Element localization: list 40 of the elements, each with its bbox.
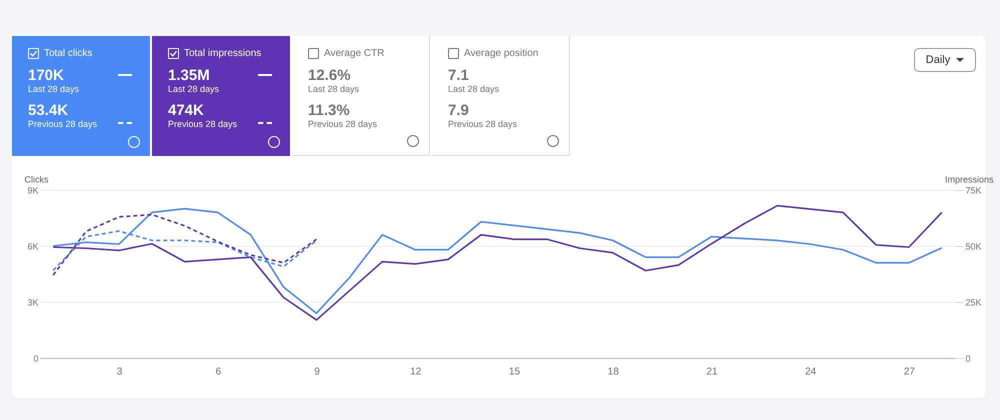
y-tick-label: 9K bbox=[27, 186, 38, 196]
y2-axis-title: Impressions bbox=[944, 174, 994, 184]
text: Previous 28 days bbox=[28, 119, 98, 129]
text: Average CTR bbox=[324, 48, 384, 59]
y-tick-label: 0 bbox=[33, 354, 38, 364]
x-tick-label: 21 bbox=[706, 366, 718, 378]
x-tick-label: 6 bbox=[215, 366, 222, 378]
text: Total impressions bbox=[184, 48, 262, 59]
x-tick-label: 27 bbox=[904, 366, 916, 378]
text: Average position bbox=[464, 48, 538, 59]
x-tick-label: 3 bbox=[116, 366, 123, 378]
text: Previous 28 days bbox=[168, 119, 238, 129]
y-axis-title: Clicks bbox=[24, 174, 49, 184]
y-tick-label: 6K bbox=[27, 242, 38, 252]
y2-tick-label: 50K bbox=[966, 242, 982, 252]
text: Total clicks bbox=[44, 48, 92, 59]
x-tick-label: 15 bbox=[508, 366, 520, 378]
x-tick-label: 18 bbox=[608, 366, 620, 378]
y-tick-label: 3K bbox=[27, 298, 38, 308]
text: Last 28 days bbox=[448, 84, 500, 94]
text: 53.4K bbox=[28, 102, 70, 119]
y2-tick-label: 25K bbox=[966, 298, 982, 308]
text: 1.35M bbox=[168, 67, 211, 84]
text: Daily bbox=[926, 54, 950, 66]
text: 474K bbox=[168, 102, 205, 119]
text: 11.3% bbox=[308, 102, 351, 119]
text: 7.1 bbox=[448, 67, 470, 84]
x-tick-label: 9 bbox=[314, 366, 320, 378]
y2-tick-label: 0 bbox=[966, 354, 971, 364]
text: 170K bbox=[28, 67, 65, 84]
text: Last 28 days bbox=[168, 84, 220, 94]
text: 12.6% bbox=[308, 67, 352, 84]
text: Last 28 days bbox=[28, 84, 80, 94]
x-tick-label: 24 bbox=[805, 366, 817, 378]
text: Last 28 days bbox=[308, 84, 360, 94]
x-tick-label: 12 bbox=[410, 366, 422, 378]
text: Previous 28 days bbox=[448, 119, 518, 129]
text: 7.9 bbox=[448, 102, 470, 119]
y2-tick-label: 75K bbox=[966, 186, 982, 196]
text: Previous 28 days bbox=[308, 119, 378, 129]
